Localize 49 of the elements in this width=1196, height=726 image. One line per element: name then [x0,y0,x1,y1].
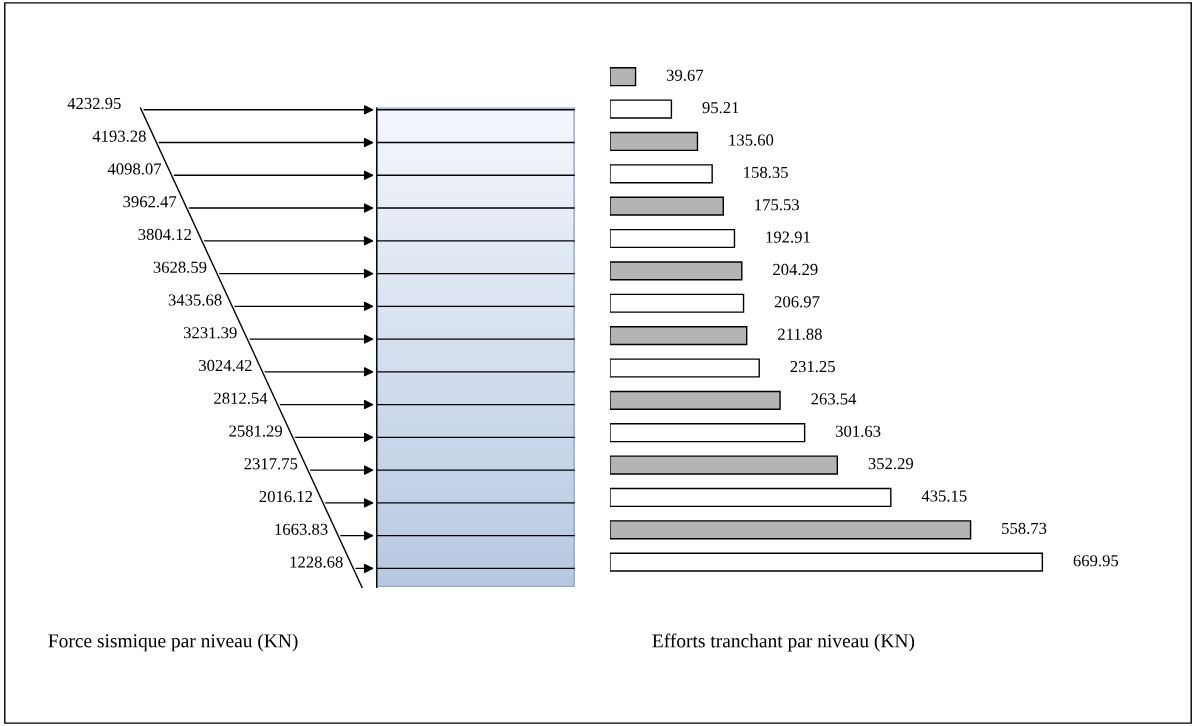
data-label: 3628.59 [153,261,207,273]
data-label: 2581.29 [229,425,283,437]
data-label: 204.29 [773,263,818,276]
bar [609,67,637,87]
data-label: 2317.75 [244,458,298,470]
data-label: 231.25 [790,360,835,373]
text: Force sismique par niveau (KN) [48,633,298,652]
bar [609,326,748,346]
data-label: 435.15 [921,490,967,502]
bar [609,261,743,281]
data-label: 206.97 [774,296,820,308]
bar [609,390,781,410]
data-label: 2016.12 [259,490,313,503]
bar [609,358,760,378]
data-label: 301.63 [835,425,881,437]
x-axis-title: Efforts tranchant par niveau (KN) [652,633,915,652]
data-label: 558.73 [1002,522,1047,535]
data-label: 3804.12 [138,228,191,241]
data-label: 192.91 [766,231,810,243]
data-label: 669.95 [1073,555,1119,567]
data-label: 4098.07 [107,163,162,175]
bar [609,99,673,119]
bar [609,487,892,508]
data-label: 3024.42 [199,359,252,372]
bar [609,455,839,475]
data-label: 1663.83 [275,523,328,535]
bar [609,423,806,443]
data-label: 211.88 [778,328,822,340]
bar [609,552,1044,572]
data-label: 3962.47 [123,196,177,208]
bar [609,228,736,249]
data-label: 4232.95 [67,97,121,110]
data-label: 95.21 [702,102,739,114]
data-label: 1228.68 [290,556,343,568]
data-label: 175.53 [755,199,799,211]
data-label: 2812.54 [214,392,268,404]
bar [609,164,713,184]
bar [609,131,699,152]
bar [609,520,972,540]
data-label: 39.67 [666,69,704,81]
data-label: 263.54 [811,393,857,405]
bar [609,293,745,313]
data-label: 3231.39 [183,327,237,339]
data-label: 3435.68 [168,294,222,306]
data-label: 135.60 [729,134,774,146]
bar [609,196,724,216]
data-label: 4193.28 [92,130,146,142]
data-label: 352.29 [868,458,914,470]
data-label: 158.35 [744,166,788,179]
